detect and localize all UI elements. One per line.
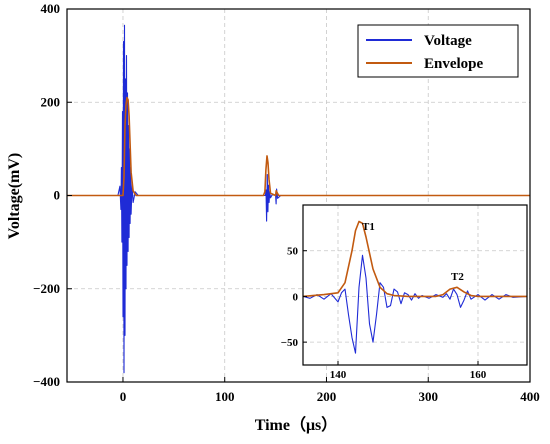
main-x-tick-label: 400 — [520, 389, 540, 404]
legend: Voltage Envelope — [357, 24, 519, 78]
inset-x-tick-label: 140 — [330, 369, 347, 381]
legend-label-envelope: Envelope — [424, 56, 484, 72]
main-series-layer — [67, 24, 530, 374]
main-axes: 0 100 200 300 400 400 200 0 −200 −400 — [33, 1, 540, 404]
y-axis-title: Voltage(mV) — [6, 153, 23, 240]
inset-y-tick-label: 50 — [287, 246, 299, 258]
main-y-tick-label: 0 — [54, 188, 61, 203]
inset-annotation-t1: T1 — [362, 221, 375, 233]
main-series-envelope-line — [67, 96, 530, 197]
inset-series-line-0-line — [302, 254, 528, 354]
legend-box — [357, 24, 519, 78]
main-y-tick-label: 200 — [41, 94, 61, 109]
main-series-voltage-line — [67, 24, 530, 374]
main-x-tick-label: 0 — [120, 389, 127, 404]
inset-y-tick-label: 0 — [293, 291, 299, 303]
inset-chart: 140 160 50 0 −50 T1 T2 — [281, 204, 528, 381]
main-x-tick-label: 100 — [215, 389, 235, 404]
inset-y-tick-label: −50 — [281, 337, 299, 349]
main-x-tick-label: 200 — [317, 389, 337, 404]
inset-annotation-t2: T2 — [451, 271, 464, 283]
inset-background — [302, 204, 528, 366]
legend-label-voltage: Voltage — [424, 33, 472, 49]
main-y-tick-label: −200 — [33, 281, 60, 296]
inset-plot-frame — [302, 204, 528, 366]
main-x-tick-label: 300 — [418, 389, 438, 404]
x-axis-title: Time（μs） — [255, 416, 338, 434]
inset-series-line-1-line — [302, 220, 527, 298]
inset-x-tick-label: 160 — [470, 369, 487, 381]
main-y-tick-label: 400 — [41, 1, 61, 16]
inset-series-layer — [302, 220, 528, 354]
inset-axes: 140 160 50 0 −50 — [281, 204, 528, 381]
main-y-tick-label: −400 — [33, 374, 60, 389]
